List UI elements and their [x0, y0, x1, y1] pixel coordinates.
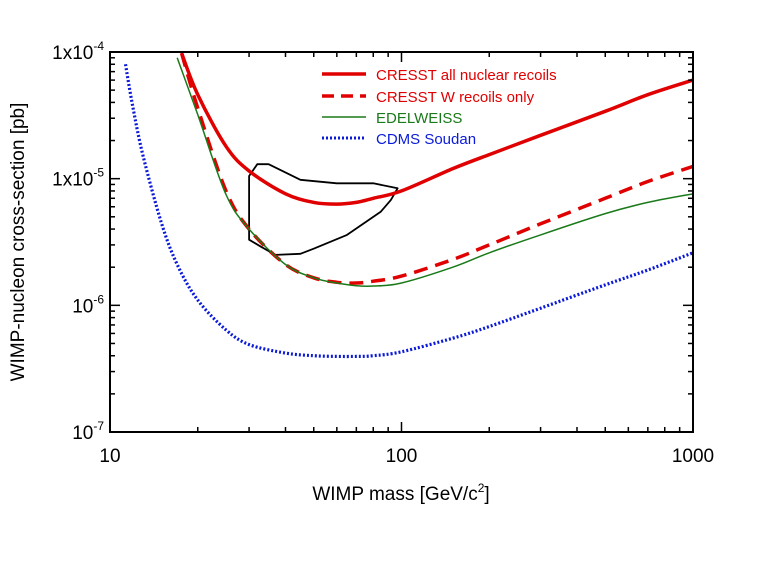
- x-tick-label: 100: [386, 446, 418, 467]
- legend-label-edelweiss: EDELWEISS: [376, 110, 462, 127]
- series-cdms-soudan: [123, 64, 693, 359]
- y-tick-label: 10-7: [72, 419, 104, 444]
- plot-frame: [109, 51, 694, 433]
- x-tick-label: 10: [99, 446, 120, 467]
- series-cresst-w-recoils: [179, 52, 693, 285]
- y-tick-label: 1x10-4: [52, 39, 104, 64]
- plot-area: [123, 52, 693, 359]
- legend-label-cdms: CDMS Soudan: [376, 131, 476, 148]
- x-axis-tick-labels: 10 100 1000: [99, 446, 714, 467]
- allowed-region-contour: [248, 163, 399, 256]
- legend: CRESST all nuclear recoils CRESST W reco…: [322, 67, 557, 148]
- y-tick-label: 10-6: [72, 292, 104, 317]
- series-edelweiss: [176, 57, 693, 288]
- y-axis-tick-labels: 1x10-4 1x10-5 10-6 10-7: [52, 39, 104, 444]
- y-tick-label: 1x10-5: [52, 166, 104, 191]
- legend-label-cresst-all: CRESST all nuclear recoils: [376, 67, 557, 84]
- x-tick-label: 1000: [672, 446, 714, 467]
- x-axis-title: WIMP mass [GeV/c2]: [312, 481, 489, 505]
- axis-ticks: [109, 52, 693, 433]
- legend-label-cresst-w: CRESST W recoils only: [376, 89, 535, 106]
- y-axis-title: WIMP-nucleon cross-section [pb]: [8, 103, 29, 382]
- series-cresst-all-nuclear-recoils: [179, 52, 693, 206]
